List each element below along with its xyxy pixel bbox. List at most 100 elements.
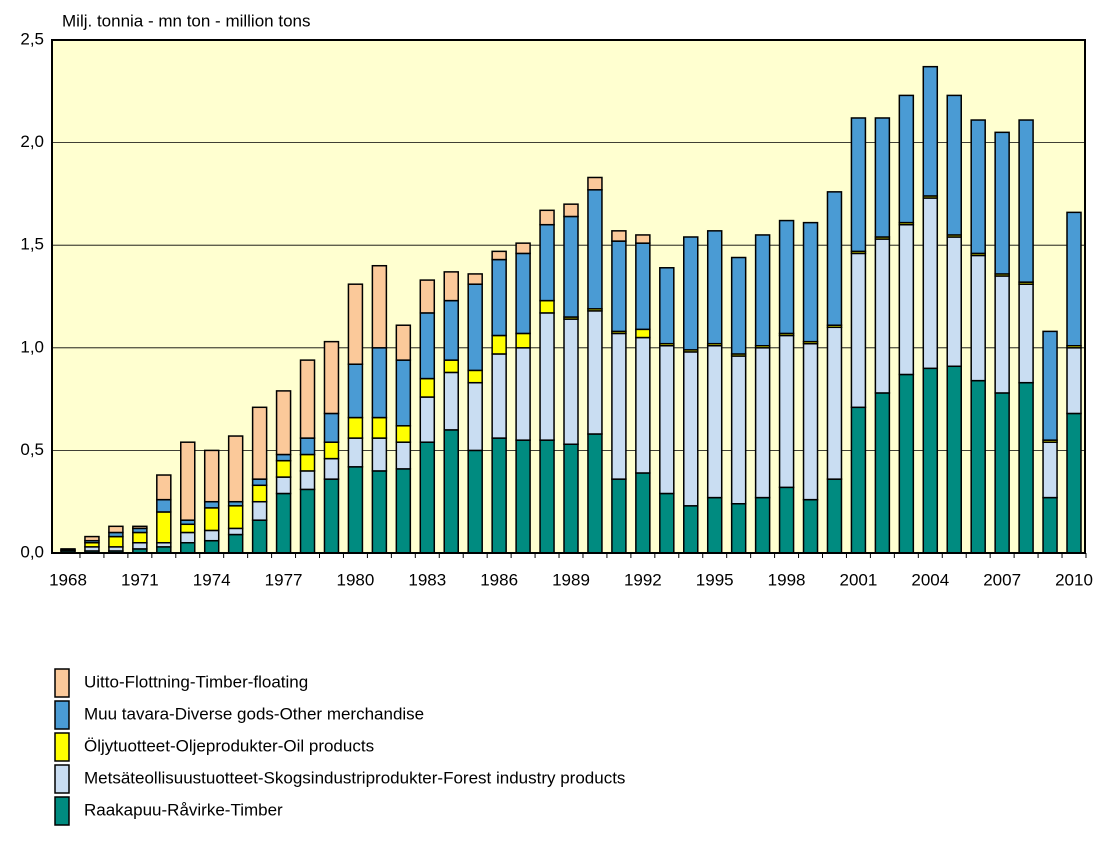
bar-segment <box>730 503 747 554</box>
bar-segment <box>802 498 819 554</box>
bar-segment <box>275 453 292 462</box>
bar-segment <box>1018 283 1034 384</box>
bar-segment <box>1066 412 1082 554</box>
bar-segment <box>539 439 555 554</box>
bar-segment <box>515 332 531 349</box>
bar-segment <box>635 234 651 244</box>
y-axis-label: Milj. tonnia - mn ton - million tons <box>62 11 310 30</box>
bar-segment <box>299 437 316 456</box>
bar-segment <box>515 242 531 255</box>
bar-segment <box>467 283 483 372</box>
bar-segment <box>659 267 675 345</box>
bar-segment <box>563 443 579 554</box>
y-tick-label: 1,5 <box>20 235 44 254</box>
bar-segment <box>850 252 867 409</box>
bar-segment <box>299 453 316 472</box>
bar-segment <box>419 396 436 443</box>
bar-segment <box>563 203 579 218</box>
bar-segment <box>491 334 507 355</box>
bar-segment <box>970 254 986 382</box>
bar-segment <box>371 437 388 472</box>
bar-segment <box>587 433 603 554</box>
bar-segment <box>611 230 627 242</box>
x-tick-label: 1980 <box>337 570 375 589</box>
bar-segment <box>419 377 436 398</box>
bar-segment <box>395 324 412 361</box>
y-tick-label: 2,5 <box>20 29 44 48</box>
bar-segment <box>419 441 436 554</box>
bar-segment <box>419 279 436 314</box>
bar-segment <box>251 478 268 487</box>
bar-segment <box>251 484 268 503</box>
bar-segment <box>611 478 627 554</box>
bar-segment <box>1042 441 1058 499</box>
x-tick-label: 1998 <box>768 570 806 589</box>
bar-segment <box>347 437 364 468</box>
bar-segment <box>323 412 340 443</box>
bar-segment <box>1066 347 1082 415</box>
bar-segment <box>371 264 388 349</box>
bar-segment <box>419 312 436 380</box>
bar-segment <box>371 470 388 554</box>
bar-segment <box>539 209 555 226</box>
x-tick-label: 2007 <box>983 570 1021 589</box>
bar-segment <box>635 336 651 474</box>
legend-label: Raakapuu-Råvirke-Timber <box>84 800 283 819</box>
bar-segment <box>395 468 412 554</box>
bar-segment <box>683 505 699 554</box>
bar-segment <box>371 347 388 419</box>
bar-segment <box>922 367 939 554</box>
bar-segment <box>563 318 579 445</box>
bar-segment <box>203 500 220 509</box>
bar-segment <box>994 392 1010 554</box>
bar-segment <box>946 236 962 368</box>
bar-segment <box>251 519 268 554</box>
bar-segment <box>587 176 603 191</box>
bar-segment <box>898 373 915 554</box>
bar-segment <box>180 531 196 544</box>
bar-segment <box>994 131 1010 275</box>
bar-segment <box>874 238 891 394</box>
bar-segment <box>347 283 364 365</box>
x-tick-label: 2010 <box>1055 570 1093 589</box>
bar-segment <box>299 470 316 491</box>
x-tick-label: 2001 <box>840 570 878 589</box>
bar-segment <box>203 449 220 503</box>
bar-segment <box>491 258 507 337</box>
bar-segment <box>994 275 1010 394</box>
bar-segment <box>778 334 795 489</box>
bar-segment <box>874 392 891 554</box>
plot-border <box>51 39 1086 554</box>
bar-segment <box>515 347 531 441</box>
bar-segment <box>491 250 507 261</box>
bar-segment <box>1066 211 1082 347</box>
bar-segment <box>970 379 986 554</box>
x-tick-label: 1992 <box>624 570 662 589</box>
bar-segment <box>347 466 364 554</box>
bar-segment <box>826 478 843 554</box>
bar-segment <box>84 535 100 542</box>
bar-segment <box>1042 496 1058 554</box>
bar-segment <box>898 223 915 376</box>
y-tick-label: 0,5 <box>20 440 44 459</box>
bar-segment <box>156 498 172 513</box>
bar-segment <box>323 340 340 415</box>
x-tick-label: 1989 <box>552 570 590 589</box>
bar-segment <box>323 441 340 460</box>
bar-segment <box>539 299 555 314</box>
bar-segment <box>706 344 723 499</box>
bar-segment <box>587 310 603 435</box>
x-tick-label: 1986 <box>480 570 518 589</box>
bar-segment <box>635 328 651 339</box>
bar-segment <box>251 500 268 521</box>
x-tick-label: 1968 <box>49 570 87 589</box>
bar-segment <box>1018 381 1034 554</box>
bar-segment <box>132 525 148 530</box>
bar-segment <box>227 435 244 503</box>
bar-segment <box>299 488 316 554</box>
bar-segment <box>275 459 292 478</box>
bar-segment <box>395 359 412 427</box>
bar-segment <box>467 381 483 452</box>
bar-segment <box>347 363 364 419</box>
legend-label: Metsäteollisuustuotteet-Skogsindustripro… <box>84 768 625 787</box>
